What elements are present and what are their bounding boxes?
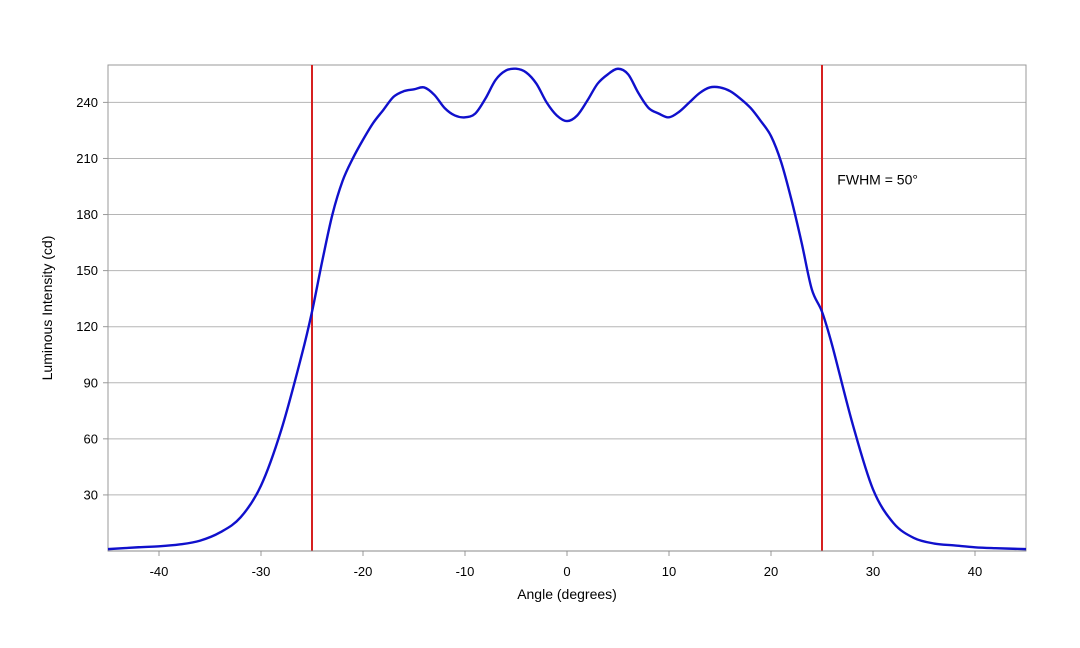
x-tick-label: 20 — [764, 564, 778, 579]
plot-frame — [107, 64, 1027, 552]
x-axis-ticks: -40 -30 -20 -10 0 10 20 30 40 — [108, 550, 1026, 579]
x-tick-label: 10 — [662, 564, 676, 579]
y-tick-label: 120 — [76, 319, 98, 334]
fwhm-markers — [311, 65, 823, 551]
x-tick-label: -40 — [150, 564, 169, 579]
y-axis-ticks: 30 60 90 120 150 180 210 240 — [76, 95, 108, 502]
y-axis-label: Luminous Intensity (cd) — [39, 236, 55, 381]
x-tick-label: 40 — [968, 564, 982, 579]
y-tick-label: 30 — [84, 487, 98, 502]
y-tick-label: 60 — [84, 431, 98, 446]
y-tick-label: 180 — [76, 207, 98, 222]
fwhm-annotation: FWHM = 50° — [837, 172, 918, 188]
x-axis-label: Angle (degrees) — [517, 586, 617, 602]
x-tick-label: -10 — [456, 564, 475, 579]
y-tick-label: 240 — [76, 95, 98, 110]
y-tick-label: 90 — [84, 375, 98, 390]
y-tick-label: 210 — [76, 151, 98, 166]
x-tick-label: 0 — [563, 564, 570, 579]
x-tick-label: 30 — [866, 564, 880, 579]
x-tick-label: -30 — [252, 564, 271, 579]
x-tick-label: -20 — [354, 564, 373, 579]
y-tick-label: 150 — [76, 263, 98, 278]
gridlines — [108, 101, 1026, 496]
intensity-curve — [107, 67, 1027, 551]
